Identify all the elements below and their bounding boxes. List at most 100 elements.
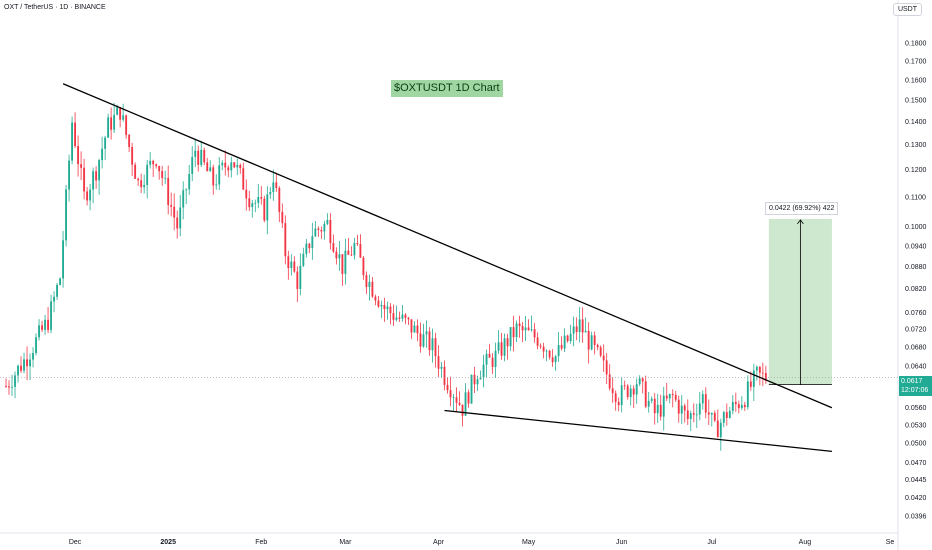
candle-body xyxy=(452,397,455,399)
trendline[interactable] xyxy=(444,409,832,453)
candle-body xyxy=(482,364,485,378)
candle-body xyxy=(332,243,335,252)
candle-body xyxy=(659,404,662,417)
candle-body xyxy=(302,253,305,266)
candle-body xyxy=(305,243,308,254)
candle-body xyxy=(500,342,503,356)
candle-body xyxy=(41,325,43,330)
candle-body xyxy=(50,301,52,330)
candle-body xyxy=(701,394,704,404)
candle-body xyxy=(653,398,656,414)
candle-body xyxy=(137,178,140,181)
candle-body xyxy=(602,355,605,361)
candle-body xyxy=(524,327,527,331)
x-tick-label: Jun xyxy=(616,539,627,546)
candle-body xyxy=(395,317,398,320)
candle-body xyxy=(443,366,446,385)
candle-body xyxy=(581,319,584,333)
candle-body xyxy=(221,162,224,166)
currency-badge[interactable]: USDT xyxy=(892,3,922,16)
candle-body xyxy=(590,335,593,350)
x-tick-label: May xyxy=(522,539,536,546)
candle-body xyxy=(239,164,242,169)
y-tick-label: 0.0530 xyxy=(905,422,927,429)
y-tick-label: 0.1500 xyxy=(905,97,927,104)
candle-body xyxy=(251,203,254,208)
symbol-header: OXT / TetherUS · 1D · BINANCE xyxy=(4,4,106,11)
candle-body xyxy=(731,401,734,411)
candle-body xyxy=(263,198,266,221)
candle-body xyxy=(527,327,530,331)
candle-body xyxy=(86,191,89,201)
candle-body xyxy=(356,243,359,244)
candle-body xyxy=(503,338,506,356)
candle-body xyxy=(119,107,122,120)
trendline[interactable] xyxy=(62,83,833,409)
candle-body xyxy=(290,261,293,268)
candle-body xyxy=(191,156,194,175)
candle-body xyxy=(203,149,206,163)
y-tick-label: 0.0560 xyxy=(905,405,927,412)
candle-body xyxy=(368,281,371,288)
candle-body xyxy=(287,256,290,268)
candle-body xyxy=(74,122,77,147)
candle-body xyxy=(389,306,392,314)
candle-body xyxy=(485,353,488,365)
candle-body xyxy=(194,150,197,157)
candle-body xyxy=(20,365,22,371)
candle-body xyxy=(167,177,170,206)
candle-body xyxy=(488,353,491,358)
candle-body xyxy=(143,185,146,188)
candle-body xyxy=(422,334,425,347)
candle-body xyxy=(677,399,680,414)
candle-body xyxy=(515,323,518,338)
candle-body xyxy=(410,319,413,333)
candle-body xyxy=(692,413,695,415)
candle-body xyxy=(743,404,746,408)
candle-body xyxy=(668,393,671,399)
candle-body xyxy=(566,335,569,342)
candle-body xyxy=(644,381,647,407)
x-tick-label: Mar xyxy=(339,539,352,546)
candle-body xyxy=(758,366,761,373)
candle-body xyxy=(752,370,755,387)
candle-body xyxy=(632,388,635,395)
candle-body xyxy=(185,189,188,191)
x-tick-label: Feb xyxy=(255,539,267,546)
candle-body xyxy=(704,394,707,413)
candle-body xyxy=(431,338,434,351)
candle-body xyxy=(200,149,203,165)
y-tick-label: 0.0470 xyxy=(905,460,927,467)
candle-body xyxy=(29,359,31,367)
candle-body xyxy=(173,206,176,218)
candle-body xyxy=(512,327,515,338)
candle-body xyxy=(38,325,40,338)
candle-body xyxy=(539,345,542,347)
candle-body xyxy=(17,365,19,376)
candle-body xyxy=(161,171,164,179)
candle-body xyxy=(113,114,116,130)
candle-body xyxy=(242,168,245,190)
candle-body xyxy=(404,314,407,318)
candle-body xyxy=(518,323,521,327)
candle-body xyxy=(695,414,698,416)
candle-body xyxy=(542,346,545,352)
y-tick-label: 0.1100 xyxy=(905,194,926,201)
candle-body xyxy=(572,326,575,334)
candle-body xyxy=(416,325,419,334)
candle-body xyxy=(98,160,101,181)
candle-body xyxy=(92,171,95,190)
x-tick-label: Aug xyxy=(799,539,812,546)
candle-body xyxy=(620,385,623,406)
candle-body xyxy=(563,335,566,349)
y-tick-label: 0.1000 xyxy=(905,224,927,231)
candle-body xyxy=(26,359,28,367)
candle-body xyxy=(380,305,383,307)
candle-body xyxy=(608,374,611,389)
candle-body xyxy=(65,189,68,241)
candle-body xyxy=(497,342,500,351)
candle-body xyxy=(308,243,311,249)
candle-body xyxy=(401,314,404,319)
candle-body xyxy=(623,385,626,387)
